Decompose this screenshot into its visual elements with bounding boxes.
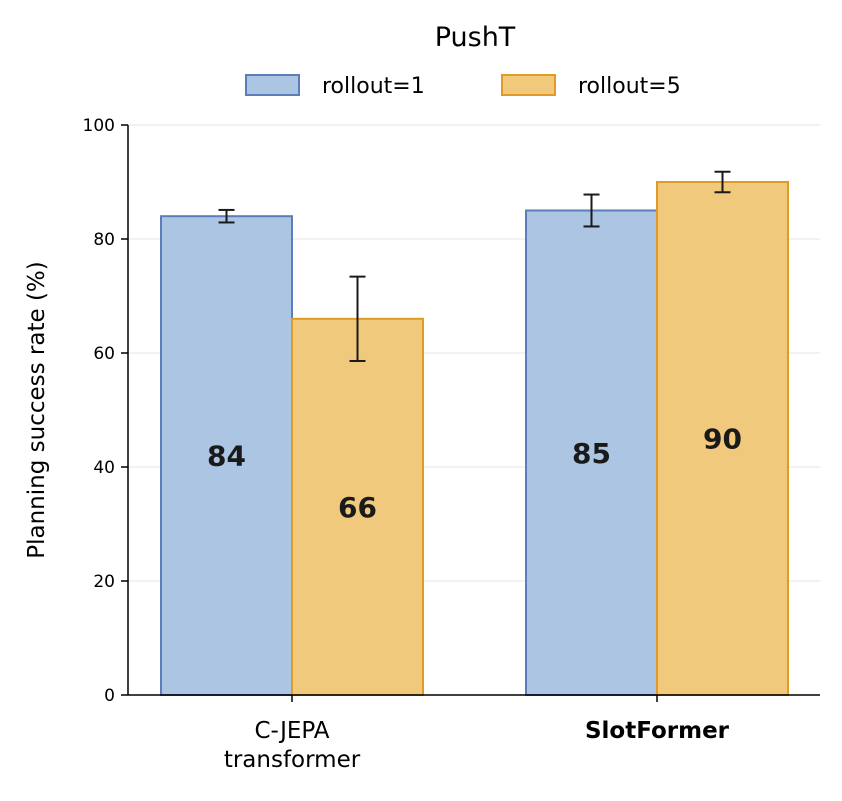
data-labels-group: 84 85 66 90 — [207, 423, 742, 524]
y-ticks: 0 20 40 60 80 100 — [83, 116, 128, 706]
x-ticks: C-JEPA transformer SlotFormer — [224, 695, 730, 773]
data-label: 84 — [207, 440, 246, 473]
axes — [127, 125, 820, 696]
bar — [160, 215, 293, 696]
data-label: 85 — [572, 437, 611, 470]
chart-title: PushT — [435, 22, 516, 53]
legend-swatch — [501, 74, 556, 96]
data-label: 66 — [338, 491, 377, 524]
legend: rollout=1 rollout=5 — [245, 74, 681, 99]
legend-label: rollout=1 — [322, 74, 425, 99]
legend-swatch — [245, 74, 300, 96]
x-tick-label: transformer — [224, 747, 361, 773]
y-tick-label: 0 — [104, 686, 115, 706]
y-tick-label: 60 — [93, 344, 115, 364]
y-tick-label: 80 — [93, 230, 115, 250]
y-tick-label: 20 — [93, 572, 115, 592]
data-label: 90 — [703, 423, 742, 456]
x-tick-label: SlotFormer — [585, 718, 730, 744]
x-tick-label: C-JEPA — [254, 718, 329, 744]
y-tick-label: 100 — [83, 116, 115, 136]
y-axis-label: Planning success rate (%) — [24, 261, 50, 559]
legend-label: rollout=5 — [578, 74, 681, 99]
error-bars-group — [218, 170, 731, 362]
bars-group — [160, 181, 789, 696]
y-tick-label: 40 — [93, 458, 115, 478]
